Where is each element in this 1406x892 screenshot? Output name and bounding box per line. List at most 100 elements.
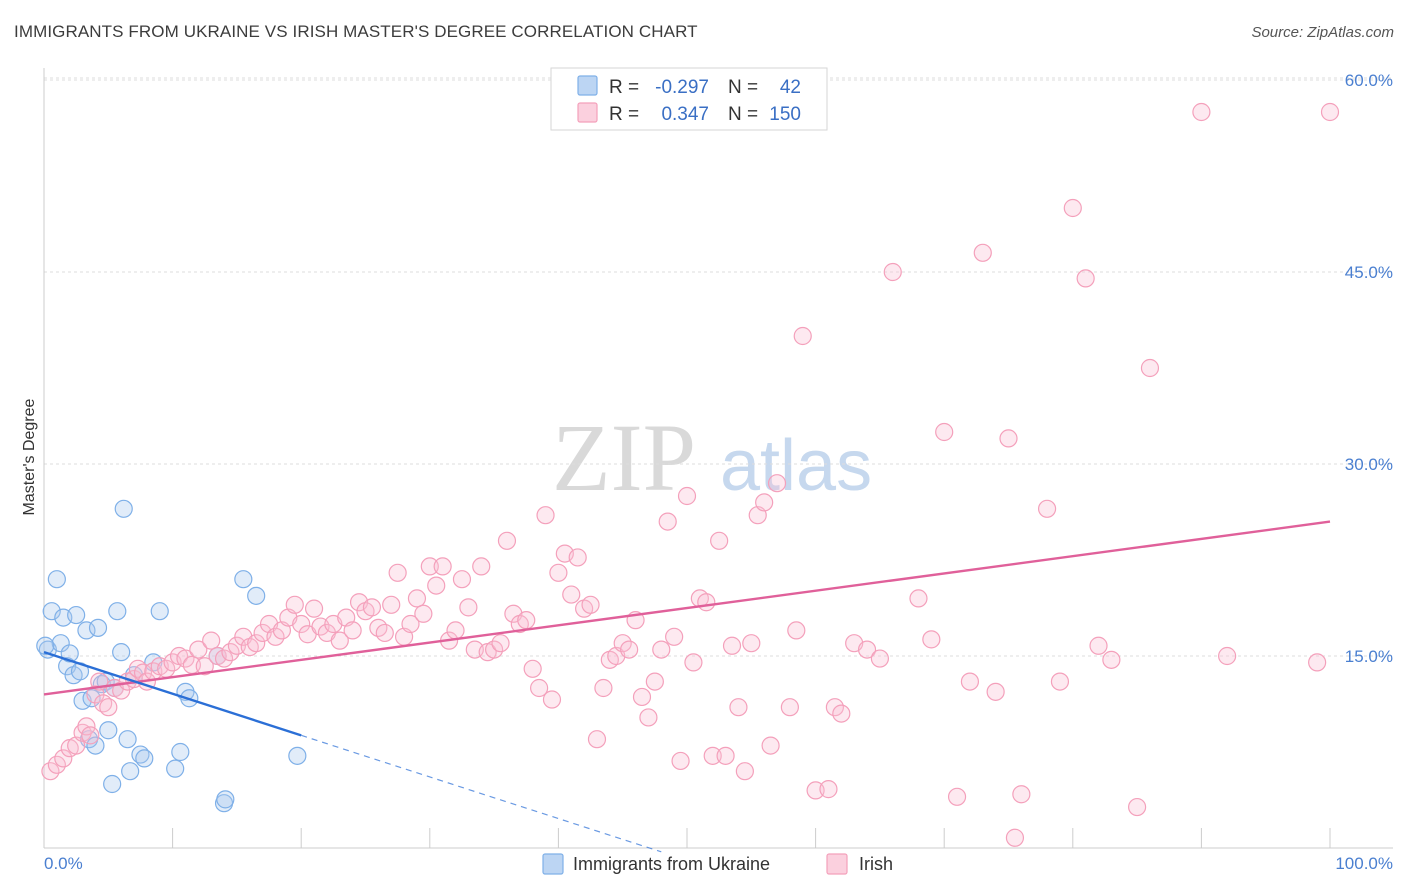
legend-r-value-irish: 0.347 bbox=[661, 104, 709, 125]
irish-point bbox=[755, 493, 774, 512]
irish-point bbox=[472, 557, 491, 576]
irish-point bbox=[497, 531, 517, 550]
ukraine-point bbox=[247, 586, 266, 605]
irish-point bbox=[330, 631, 349, 650]
irish-point bbox=[677, 486, 697, 506]
ukraine-point bbox=[135, 749, 154, 768]
irish-point bbox=[202, 631, 221, 650]
legend-r-value-ukraine: -0.297 bbox=[655, 77, 709, 98]
ukraine-point bbox=[51, 634, 70, 653]
irish-point bbox=[401, 614, 420, 634]
irish-point bbox=[388, 563, 407, 582]
ukraine-point bbox=[166, 759, 185, 778]
irish-point bbox=[536, 506, 555, 525]
legend-swatch-irish bbox=[577, 102, 598, 123]
legend-r-label-ukraine: R = bbox=[609, 77, 639, 98]
irish-point bbox=[806, 781, 825, 800]
irish-point bbox=[999, 429, 1018, 448]
irish-point bbox=[935, 422, 954, 442]
irish-point bbox=[433, 557, 452, 576]
ukraine-point bbox=[121, 762, 140, 781]
irish-point bbox=[227, 636, 246, 655]
trend-line-irish bbox=[43, 520, 1331, 696]
irish-point bbox=[1218, 646, 1237, 666]
irish-point bbox=[716, 746, 735, 765]
irish-point bbox=[986, 682, 1005, 701]
irish-point bbox=[1102, 650, 1121, 669]
irish-point bbox=[787, 621, 806, 640]
irish-point bbox=[523, 659, 542, 678]
irish-point bbox=[922, 630, 941, 649]
ukraine-point bbox=[60, 644, 79, 663]
irish-point bbox=[362, 598, 382, 617]
irish-point bbox=[684, 653, 703, 672]
y-axis-label: Master's Degree bbox=[21, 398, 38, 515]
irish-point bbox=[1012, 785, 1031, 804]
ukraine-point bbox=[118, 730, 137, 749]
bottom-legend-label-irish: Irish bbox=[859, 854, 893, 874]
irish-point bbox=[530, 678, 549, 698]
irish-point bbox=[81, 726, 100, 745]
chart-source: Source: ZipAtlas.com bbox=[1251, 24, 1394, 41]
irish-point bbox=[77, 717, 96, 736]
irish-point bbox=[343, 621, 362, 640]
irish-point bbox=[639, 708, 658, 727]
irish-point bbox=[1050, 672, 1070, 691]
ukraine-point bbox=[112, 643, 131, 662]
irish-point bbox=[542, 690, 562, 709]
watermark-atlas: atlas bbox=[720, 426, 872, 506]
irish-point bbox=[568, 548, 587, 567]
irish-point bbox=[112, 681, 131, 700]
ukraine-point bbox=[216, 790, 235, 809]
irish-point bbox=[1063, 198, 1082, 218]
trend-line-ukraine bbox=[43, 651, 302, 737]
irish-point bbox=[767, 474, 787, 493]
trend-lines bbox=[43, 520, 1331, 853]
bottom-legend-swatch-irish bbox=[826, 853, 848, 875]
ukraine-point bbox=[234, 570, 253, 589]
irish-point bbox=[780, 698, 799, 717]
irish-point bbox=[549, 563, 568, 582]
irish-point bbox=[652, 640, 671, 659]
ukraine-point bbox=[67, 605, 86, 625]
irish-point bbox=[1005, 828, 1025, 847]
irish-point bbox=[857, 640, 877, 659]
irish-point bbox=[697, 593, 716, 612]
chart-title: IMMIGRANTS FROM UKRAINE VS IRISH MASTER'… bbox=[14, 22, 698, 41]
bottom-legend-label-ukraine: Immigrants from Ukraine bbox=[573, 854, 770, 874]
y-tick-label: 30.0% bbox=[1345, 455, 1393, 474]
irish-point bbox=[285, 595, 304, 614]
irish-point bbox=[703, 746, 722, 765]
irish-point bbox=[581, 595, 600, 614]
irish-point bbox=[452, 570, 472, 589]
legend-swatch-ukraine bbox=[577, 75, 598, 96]
legend-n-value-ukraine: 42 bbox=[780, 77, 801, 98]
irish-point bbox=[729, 698, 748, 717]
irish-point bbox=[414, 604, 433, 623]
x-tick-label-100: 100.0% bbox=[1335, 854, 1393, 873]
ukraine-point bbox=[86, 736, 105, 755]
legend: R = -0.297 N = 42 R = 0.347 N = 150 bbox=[550, 67, 828, 131]
irish-point bbox=[407, 589, 427, 608]
y-tick-label: 15.0% bbox=[1345, 647, 1393, 666]
ukraine-point bbox=[88, 618, 108, 637]
bottom-legend: Immigrants from Ukraine Irish bbox=[542, 853, 893, 875]
legend-n-value-irish: 150 bbox=[769, 104, 801, 125]
irish-point bbox=[587, 730, 607, 749]
irish-point bbox=[819, 780, 838, 799]
legend-n-label-ukraine: N = bbox=[728, 77, 758, 98]
irish-point bbox=[1192, 102, 1211, 122]
irish-point bbox=[658, 512, 677, 531]
irish-point bbox=[832, 704, 851, 723]
irish-point bbox=[594, 678, 613, 698]
irish-point bbox=[735, 762, 754, 781]
irish-point bbox=[973, 243, 992, 262]
irish-point bbox=[562, 585, 581, 604]
irish-point bbox=[742, 634, 761, 653]
watermark-zip: ZIP bbox=[552, 404, 696, 511]
irish-point bbox=[304, 599, 324, 618]
ukraine-point bbox=[77, 621, 96, 640]
ukraine-point bbox=[99, 721, 118, 740]
ukraine-point bbox=[114, 499, 133, 518]
